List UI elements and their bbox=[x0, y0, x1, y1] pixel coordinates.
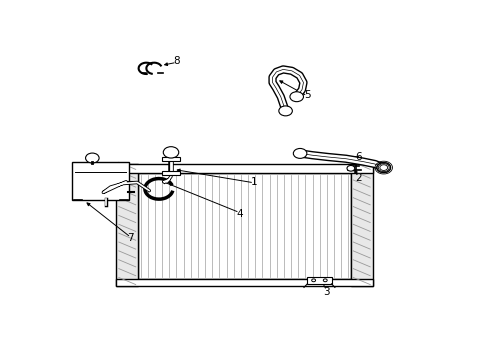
Bar bbox=[162, 171, 180, 175]
Bar bbox=[138, 173, 350, 279]
Circle shape bbox=[278, 106, 292, 116]
FancyBboxPatch shape bbox=[72, 162, 129, 200]
Text: 7: 7 bbox=[127, 234, 134, 243]
Text: 3: 3 bbox=[323, 287, 329, 297]
Text: 4: 4 bbox=[236, 209, 243, 219]
Bar bbox=[116, 279, 372, 286]
Text: 8: 8 bbox=[173, 56, 180, 66]
Bar bbox=[350, 164, 372, 286]
Circle shape bbox=[163, 147, 179, 158]
Bar bbox=[162, 157, 180, 161]
Text: 5: 5 bbox=[304, 90, 310, 100]
Circle shape bbox=[289, 92, 303, 102]
Circle shape bbox=[85, 153, 99, 163]
Text: 2: 2 bbox=[354, 173, 361, 183]
Text: 1: 1 bbox=[250, 177, 257, 187]
Circle shape bbox=[293, 148, 306, 158]
Bar bbox=[116, 164, 138, 286]
Circle shape bbox=[346, 166, 354, 171]
Bar bbox=[307, 277, 331, 284]
Circle shape bbox=[323, 279, 326, 282]
Circle shape bbox=[376, 163, 390, 172]
Text: 6: 6 bbox=[354, 152, 361, 162]
Bar bbox=[116, 164, 372, 173]
Circle shape bbox=[311, 279, 315, 282]
